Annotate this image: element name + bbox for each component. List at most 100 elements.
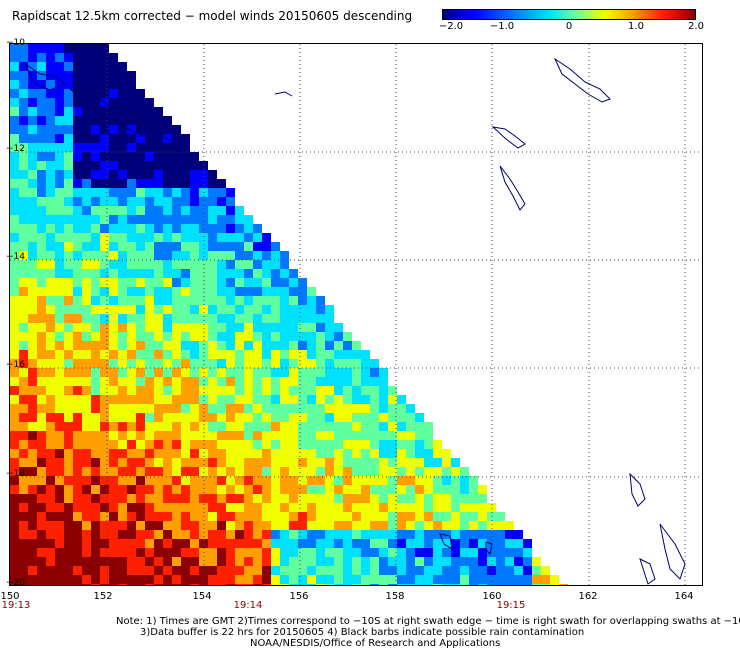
swath-cell <box>208 530 217 539</box>
swath-cell <box>199 566 208 575</box>
swath-cell <box>100 548 109 557</box>
swath-cell <box>55 152 64 161</box>
swath-cell <box>100 314 109 323</box>
swath-cell <box>244 260 253 269</box>
swath-cell <box>145 260 154 269</box>
swath-cell <box>28 44 37 53</box>
swath-cell <box>289 431 298 440</box>
swath-cell <box>298 458 307 467</box>
swath-cell <box>136 152 145 161</box>
swath-cell <box>460 530 469 539</box>
swath-cell <box>307 548 316 557</box>
swath-cell <box>163 467 172 476</box>
swath-cell <box>55 71 64 80</box>
swath-cell <box>289 503 298 512</box>
swath-cell <box>82 53 91 62</box>
swath-cell <box>181 188 190 197</box>
swath-cell <box>307 386 316 395</box>
swath-cell <box>262 539 271 548</box>
swath-cell <box>118 575 127 584</box>
swath-cell <box>19 242 28 251</box>
swath-cell <box>289 350 298 359</box>
lat-label: −18 <box>6 469 25 479</box>
swath-cell <box>316 548 325 557</box>
swath-cell <box>118 341 127 350</box>
swath-cell <box>190 179 199 188</box>
swath-cell <box>397 494 406 503</box>
swath-cell <box>19 62 28 71</box>
swath-cell <box>154 143 163 152</box>
swath-cell <box>55 170 64 179</box>
swath-cell <box>424 584 433 585</box>
swath-cell <box>226 494 235 503</box>
swath-cell <box>73 269 82 278</box>
swath-cell <box>298 422 307 431</box>
swath-cell <box>280 323 289 332</box>
swath-cell <box>298 431 307 440</box>
swath-cell <box>280 575 289 584</box>
swath-cell <box>289 575 298 584</box>
swath-cell <box>208 584 217 585</box>
swath-cell <box>127 314 136 323</box>
swath-cell <box>91 467 100 476</box>
swath-cell <box>370 404 379 413</box>
swath-cell <box>397 476 406 485</box>
swath-cell <box>28 62 37 71</box>
swath-cell <box>118 422 127 431</box>
swath-cell <box>91 179 100 188</box>
swath-cell <box>361 386 370 395</box>
swath-cell <box>226 260 235 269</box>
swath-cell <box>73 467 82 476</box>
swath-cell <box>208 341 217 350</box>
swath-cell <box>163 350 172 359</box>
swath-cell <box>325 458 334 467</box>
swath-cell <box>91 278 100 287</box>
swath-cell <box>424 440 433 449</box>
swath-cell <box>190 521 199 530</box>
swath-cell <box>262 251 271 260</box>
swath-cell <box>127 521 136 530</box>
swath-cell <box>235 332 244 341</box>
swath-cell <box>154 449 163 458</box>
swath-cell <box>280 377 289 386</box>
swath-cell <box>334 566 343 575</box>
swath-cell <box>208 278 217 287</box>
swath-cell <box>64 314 73 323</box>
swath-cell <box>334 548 343 557</box>
swath-cell <box>415 476 424 485</box>
swath-cell <box>28 71 37 80</box>
swath-cell <box>109 53 118 62</box>
swath-cell <box>271 332 280 341</box>
swath-cell <box>64 512 73 521</box>
swath-cell <box>235 206 244 215</box>
swath-cell <box>190 449 199 458</box>
swath-cell <box>415 548 424 557</box>
swath-cell <box>145 422 154 431</box>
swath-cell <box>532 584 541 585</box>
swath-cell <box>136 287 145 296</box>
swath-cell <box>109 584 118 585</box>
swath-cell <box>217 224 226 233</box>
swath-cell <box>172 179 181 188</box>
swath-cell <box>46 170 55 179</box>
swath-cell <box>46 458 55 467</box>
swath-cell <box>91 359 100 368</box>
swath-cell <box>91 242 100 251</box>
swath-cell <box>433 584 442 585</box>
swath-cell <box>190 269 199 278</box>
swath-cell <box>109 71 118 80</box>
swath-cell <box>127 341 136 350</box>
swath-cell <box>226 278 235 287</box>
swath-cell <box>496 539 505 548</box>
swath-cell <box>217 341 226 350</box>
swath-cell <box>478 566 487 575</box>
swath-cell <box>154 368 163 377</box>
swath-cell <box>100 53 109 62</box>
swath-cell <box>460 584 469 585</box>
swath-cell <box>46 530 55 539</box>
swath-cell <box>118 494 127 503</box>
swath-cell <box>334 350 343 359</box>
swath-cell <box>451 458 460 467</box>
swath-cell <box>64 548 73 557</box>
swath-cell <box>163 404 172 413</box>
